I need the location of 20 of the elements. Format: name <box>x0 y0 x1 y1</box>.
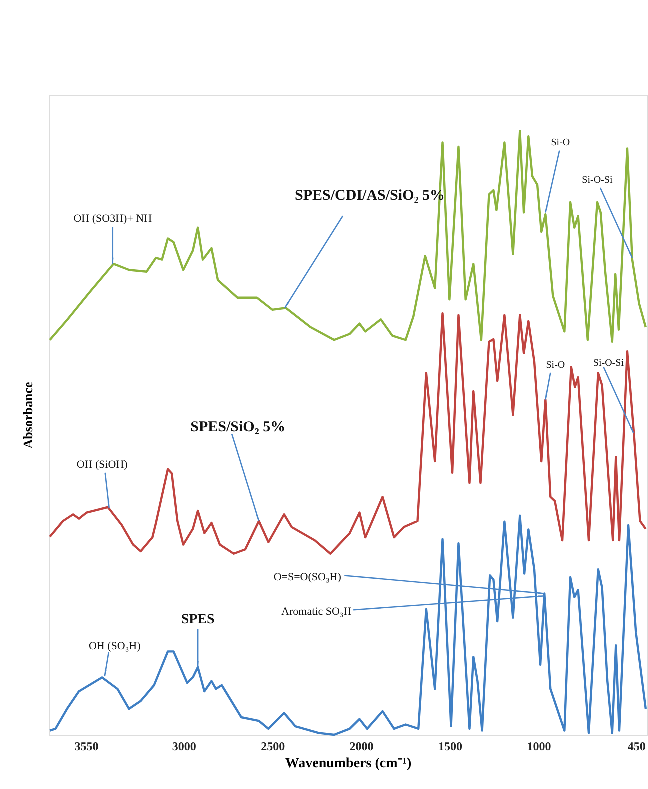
x-tick-label: 1500 <box>438 740 463 754</box>
annotation: SPES <box>181 612 215 628</box>
x-axis-title: Wavenumbers (cm⁻¹) <box>285 756 412 772</box>
x-tick-label: 2500 <box>261 740 286 754</box>
annotation: Si-O <box>551 138 570 149</box>
annotation: Si-O <box>546 360 566 371</box>
x-tick-label: 1000 <box>527 740 552 754</box>
y-axis-title: Absorbance <box>20 382 36 449</box>
x-tick-label: 3550 <box>74 740 99 754</box>
annotation: Aromatic SO₃H <box>282 606 352 618</box>
annotation: O=S=O(SO₃H) <box>274 572 342 584</box>
annotation: SPES/SiO₂ 5% <box>190 419 286 436</box>
annotation: Si-O-Si <box>582 175 613 186</box>
annotation: Si-O-Si <box>593 358 624 370</box>
x-tick-label: 3000 <box>172 740 196 754</box>
annotation: OH (SO3H)+ NH <box>74 213 152 226</box>
annotation: OH (SiOH) <box>76 458 128 471</box>
annotation: OH (SO₃H) <box>88 640 142 652</box>
x-tick-label: 450 <box>628 740 646 754</box>
x-tick-label: 2000 <box>350 740 374 754</box>
